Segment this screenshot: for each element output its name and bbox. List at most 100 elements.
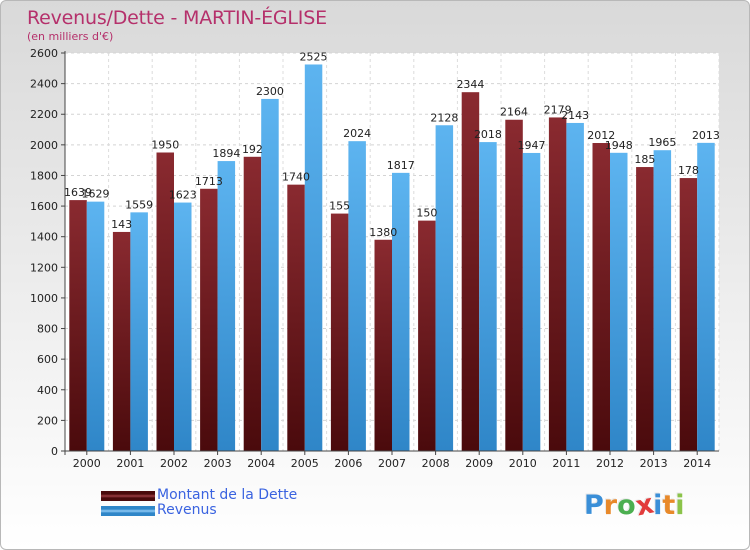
x-tick-label: 2014 <box>683 457 711 470</box>
data-label-dette: 2344 <box>456 78 484 91</box>
bar-dette <box>461 92 480 452</box>
data-label-dette: 178 <box>678 164 699 177</box>
data-label-revenus: 2013 <box>692 129 720 142</box>
bar-revenus <box>86 201 105 451</box>
data-label-revenus: 2143 <box>561 109 589 122</box>
data-label-dette: 1380 <box>369 226 397 239</box>
y-tick-label: 600 <box>37 353 58 366</box>
y-tick-label: 1400 <box>30 231 58 244</box>
bar-dette <box>69 200 87 451</box>
x-tick-label: 2002 <box>160 457 188 470</box>
bar-dette <box>200 188 218 451</box>
proxiti-logo: Proxiti <box>584 489 685 523</box>
data-label-revenus: 2300 <box>256 85 284 98</box>
data-label-revenus: 1894 <box>212 147 240 160</box>
bar-revenus <box>435 125 454 451</box>
x-tick-label: 2003 <box>204 457 232 470</box>
bar-revenus <box>653 150 672 451</box>
data-label-dette: 1950 <box>151 139 179 152</box>
data-label-revenus: 2525 <box>300 50 328 63</box>
x-tick-label: 2007 <box>378 457 406 470</box>
legend-swatch-dette <box>101 491 155 501</box>
logo-letter: r <box>603 490 618 521</box>
bar-dette <box>330 213 349 451</box>
bar-revenus <box>566 122 584 452</box>
data-label-revenus: 1559 <box>125 198 153 211</box>
data-label-dette: 1713 <box>195 175 223 188</box>
x-tick-label: 2008 <box>422 457 450 470</box>
bar-dette <box>679 178 698 451</box>
x-tick-label: 2011 <box>552 457 580 470</box>
x-tick-label: 2001 <box>116 457 144 470</box>
x-tick-label: 2006 <box>334 457 362 470</box>
y-tick-label: 2400 <box>30 78 58 91</box>
bar-dette <box>374 239 392 451</box>
data-label-dette: 2012 <box>587 129 615 142</box>
y-tick-label: 400 <box>37 384 58 397</box>
y-tick-label: 1000 <box>30 292 58 305</box>
bar-dette <box>156 152 174 451</box>
bar-revenus <box>304 64 323 451</box>
data-label-revenus: 2128 <box>430 111 458 124</box>
data-label-revenus: 2024 <box>343 127 371 140</box>
bar-revenus <box>130 212 148 451</box>
bar-revenus <box>174 202 192 451</box>
y-tick-label: 2000 <box>30 139 58 152</box>
y-tick-label: 200 <box>37 414 58 427</box>
bar-revenus <box>697 142 715 452</box>
logo-letter: t <box>662 490 676 521</box>
bar-dette <box>418 220 436 451</box>
data-label-revenus: 2018 <box>474 128 502 141</box>
bars-layer <box>69 64 715 452</box>
data-label-dette: 155 <box>329 200 350 213</box>
chart-title: Revenus/Dette - MARTIN-ÉGLISE <box>27 7 327 29</box>
x-tick-label: 2013 <box>640 457 668 470</box>
data-label-dette: 2179 <box>544 103 572 116</box>
logo-letter: i <box>675 490 685 521</box>
y-tick-label: 0 <box>51 445 58 458</box>
data-label-dette: 1740 <box>282 171 310 184</box>
data-label-dette: 2164 <box>500 106 528 119</box>
legend-label-revenus: Revenus <box>157 502 217 518</box>
bar-dette <box>505 119 523 451</box>
bar-revenus <box>522 152 541 451</box>
data-label-revenus: 1817 <box>387 159 415 172</box>
x-tick-label: 2010 <box>509 457 537 470</box>
y-tick-label: 2600 <box>30 47 58 60</box>
y-tick-label: 1200 <box>30 261 58 274</box>
bar-dette <box>287 184 305 451</box>
y-tick-label: 1600 <box>30 200 58 213</box>
data-label-revenus: 1947 <box>518 139 546 152</box>
data-label-dette: 1639 <box>64 186 92 199</box>
legend-swatch-revenus <box>101 506 155 516</box>
bar-revenus <box>217 161 236 451</box>
x-tick-label: 2012 <box>596 457 624 470</box>
logo-letter: i <box>653 490 663 521</box>
data-label-dette: 192 <box>242 143 263 156</box>
bar-revenus <box>479 142 497 452</box>
bar-revenus <box>610 152 628 451</box>
data-label-dette: 143 <box>111 218 132 231</box>
y-tick-label: 1800 <box>30 169 58 182</box>
y-tick-label: 800 <box>37 323 58 336</box>
data-label-revenus: 1629 <box>82 188 110 201</box>
x-tick-label: 2009 <box>465 457 493 470</box>
bar-revenus <box>348 141 366 451</box>
x-tick-label: 2004 <box>247 457 275 470</box>
data-label-dette: 185 <box>634 153 655 166</box>
bar-revenus <box>261 98 279 451</box>
bar-dette <box>548 117 567 452</box>
data-label-dette: 150 <box>416 207 437 220</box>
chart-subtitle: (en milliers d'€) <box>27 30 114 43</box>
x-tick-label: 2000 <box>73 457 101 470</box>
data-label-revenus: 1623 <box>169 189 197 202</box>
legend-label-dette: Montant de la Dette <box>157 487 298 503</box>
bar-dette <box>636 167 654 452</box>
bar-dette <box>243 156 262 452</box>
bar-dette <box>112 231 131 451</box>
data-label-revenus: 1965 <box>648 136 676 149</box>
axes-layer: 0 200 400 600 800 1000 1200 1400 1600 1800 2000 220… <box>30 47 719 470</box>
